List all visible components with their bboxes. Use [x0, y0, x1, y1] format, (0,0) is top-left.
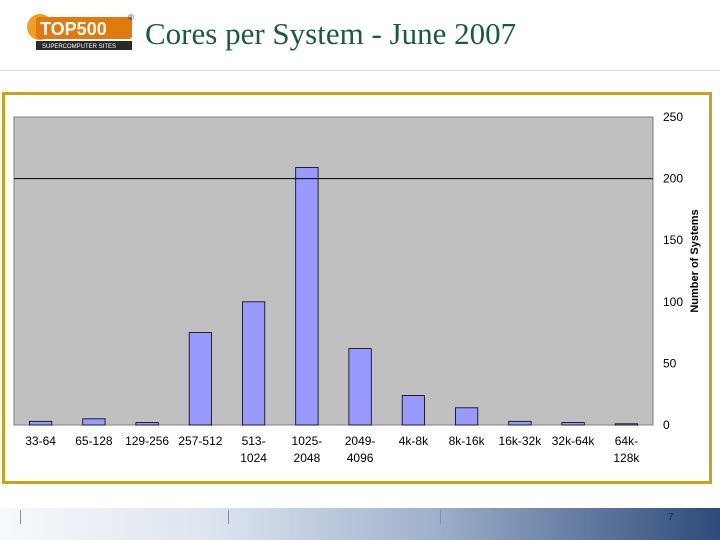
- header-divider: [0, 70, 720, 71]
- x-tick-label: 2049-4096: [345, 434, 376, 465]
- logo-registered-mark: ®: [128, 13, 134, 22]
- logo-subtext: SUPERCOMPUTER SITES: [42, 44, 116, 50]
- y-tick-label: 250: [663, 110, 683, 124]
- x-tick-label: 1025-2048: [292, 434, 323, 465]
- chart-frame: 0 50 100 150 200 250 33-64 65-128 129-256 257-51…: [2, 92, 712, 484]
- bar-8k-16k: [454, 407, 479, 426]
- x-tick-label: 16k-32k: [499, 434, 543, 448]
- bar-16k-32k: [508, 420, 532, 426]
- bar-33-64: [28, 420, 53, 426]
- bar-4k-8k: [401, 394, 426, 426]
- x-tick-label: 65-128: [75, 434, 113, 448]
- y-tick-label: 50: [663, 356, 677, 370]
- bar-257-512: [188, 332, 212, 426]
- x-tick-label: 513-1024: [240, 434, 267, 465]
- logo-text: TOP500: [40, 19, 107, 39]
- y-tick-label: 0: [663, 418, 670, 432]
- y-tick-label: 150: [663, 233, 683, 247]
- x-tick-label: 32k-64k: [552, 434, 596, 448]
- bar-chart: 0 50 100 150 200 250 33-64 65-128 129-256 257-51…: [13, 110, 701, 465]
- footer-divider: [228, 510, 229, 524]
- plot-area: [13, 116, 654, 426]
- bar-1025-2048: [295, 167, 319, 426]
- x-tick-label: 33-64: [25, 434, 56, 448]
- footer-bar: [0, 508, 720, 540]
- x-tick-label: 129-256: [125, 434, 169, 448]
- y-tick-label: 200: [663, 172, 683, 186]
- slide-header: TOP500 SUPERCOMPUTER SITES ® Cores per S…: [0, 0, 720, 70]
- bar-64k-128k: [614, 423, 639, 426]
- bar-32k-64k: [561, 422, 585, 426]
- bar-65-128: [82, 418, 106, 426]
- slide-title: Cores per System - June 2007: [145, 16, 517, 51]
- footer-divider: [440, 510, 441, 524]
- bar-513-1024: [241, 301, 266, 426]
- y-axis-label: Number of Systems: [689, 209, 701, 312]
- y-tick-label: 100: [663, 295, 683, 309]
- x-tick-label: 4k-8k: [399, 434, 429, 448]
- footer-divider: [20, 510, 21, 524]
- page-number: 7: [668, 512, 674, 523]
- x-tick-label: 64k-128k: [613, 434, 640, 465]
- bar-2049-4096: [348, 348, 372, 426]
- top500-logo: TOP500 SUPERCOMPUTER SITES ®: [27, 13, 134, 50]
- x-tick-label: 257-512: [178, 434, 222, 448]
- x-tick-label: 8k-16k: [449, 434, 486, 448]
- bar-129-256: [135, 422, 159, 426]
